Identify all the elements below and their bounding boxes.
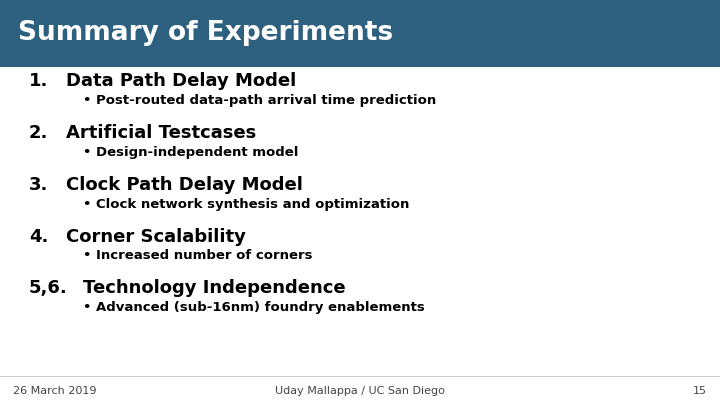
Text: 4.: 4.	[29, 228, 48, 245]
Text: 2.: 2.	[29, 124, 48, 142]
Text: 26 March 2019: 26 March 2019	[13, 386, 96, 396]
Text: Clock Path Delay Model: Clock Path Delay Model	[66, 176, 303, 194]
Text: • Increased number of corners: • Increased number of corners	[83, 249, 312, 262]
Text: Data Path Delay Model: Data Path Delay Model	[66, 72, 297, 90]
Text: Uday Mallappa / UC San Diego: Uday Mallappa / UC San Diego	[275, 386, 445, 396]
Text: 3.: 3.	[29, 176, 48, 194]
Text: • Design-independent model: • Design-independent model	[83, 146, 298, 159]
Text: 15: 15	[693, 386, 707, 396]
Text: • Advanced (sub-16nm) foundry enablements: • Advanced (sub-16nm) foundry enablement…	[83, 301, 425, 314]
Text: Artificial Testcases: Artificial Testcases	[66, 124, 256, 142]
Text: Corner Scalability: Corner Scalability	[66, 228, 246, 245]
Text: • Clock network synthesis and optimization: • Clock network synthesis and optimizati…	[83, 198, 409, 211]
Text: Technology Independence: Technology Independence	[83, 279, 346, 297]
Text: • Post-routed data-path arrival time prediction: • Post-routed data-path arrival time pre…	[83, 94, 436, 107]
Text: 5,6.: 5,6.	[29, 279, 68, 297]
Text: Summary of Experiments: Summary of Experiments	[18, 20, 393, 47]
Bar	[0, 0, 720, 67]
Text: 1.: 1.	[29, 72, 48, 90]
